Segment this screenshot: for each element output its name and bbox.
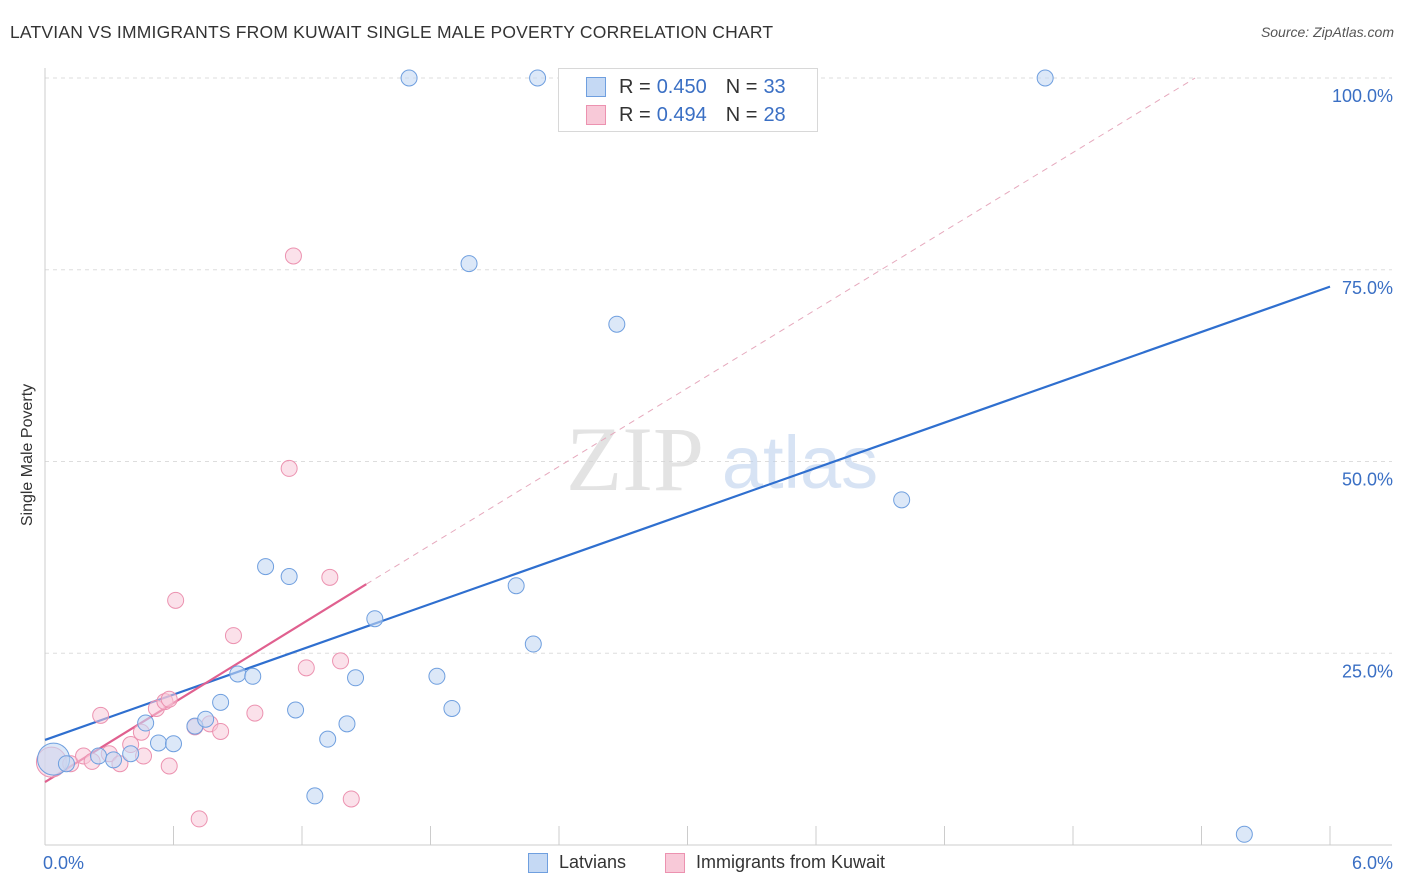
latvian-point	[347, 669, 365, 687]
latvian-point	[428, 667, 446, 685]
latvian-point	[212, 693, 230, 711]
kuwait-point	[224, 627, 242, 645]
y-tick-label: 25.0%	[1342, 661, 1393, 681]
latvian-point	[460, 255, 478, 273]
latvians-trend-line	[44, 285, 1331, 741]
watermark-zip: ZIP	[566, 408, 704, 510]
latvian-point	[229, 665, 247, 683]
y-tick-label: 50.0%	[1342, 470, 1393, 490]
latvian-point	[57, 755, 75, 773]
n-label: N =	[725, 75, 758, 98]
n-value: 28	[763, 103, 786, 126]
r-label: R =	[619, 75, 651, 98]
kuwait-point	[297, 659, 315, 677]
watermark-atlas: atlas	[722, 421, 878, 504]
kuwait-point	[160, 757, 178, 775]
y-tick-label: 75.0%	[1342, 278, 1393, 298]
latvians-legend-swatch	[528, 852, 548, 873]
kuwait-point	[190, 810, 208, 828]
latvian-point	[529, 69, 547, 87]
latvian-point	[1036, 69, 1054, 87]
legend-label: Latvians	[559, 852, 627, 872]
latvian-point	[1235, 825, 1253, 843]
y-axis-title: Single Male Poverty	[19, 383, 36, 527]
tick-labels: 25.0% 50.0% 75.0% 100.0% 0.0% 6.0%	[43, 86, 1393, 873]
latvian-point	[507, 577, 525, 595]
r-label: R =	[619, 103, 651, 126]
data-points	[35, 69, 1253, 843]
latvian-point	[122, 745, 140, 763]
latvian-point	[197, 710, 215, 728]
latvian-point	[137, 714, 155, 732]
kuwait-point	[342, 790, 360, 808]
kuwait-point	[212, 722, 230, 740]
latvian-point	[244, 667, 262, 685]
legend-item-latvians[interactable]: Latvians	[528, 852, 626, 873]
n-label: N =	[725, 103, 758, 126]
legend-item-kuwait[interactable]: Immigrants from Kuwait	[665, 852, 885, 873]
legend-label: Immigrants from Kuwait	[696, 852, 886, 872]
n-value: 33	[763, 75, 786, 98]
latvian-point	[400, 69, 418, 87]
kuwait-trend-extension	[365, 77, 1196, 585]
kuwait-point	[160, 690, 178, 708]
r-value: 0.450	[656, 75, 707, 98]
latvian-point	[443, 699, 461, 717]
x-tick-label-min: 0.0%	[43, 853, 84, 873]
axes	[44, 68, 1392, 846]
latvian-point	[893, 491, 911, 509]
kuwait-swatch	[586, 105, 606, 125]
kuwait-point	[167, 591, 185, 609]
latvian-point	[608, 315, 626, 333]
latvian-point	[319, 730, 337, 748]
kuwait-point	[280, 459, 298, 477]
latvian-point	[257, 558, 275, 576]
latvian-point	[366, 610, 384, 628]
latvian-point	[165, 735, 182, 753]
x-tick-label-max: 6.0%	[1352, 853, 1393, 873]
legend-row-latvians: R = 0.450 N = 33	[559, 73, 786, 101]
kuwait-legend-swatch	[665, 852, 685, 873]
latvian-point	[105, 751, 123, 769]
latvians-swatch	[586, 77, 606, 97]
legend-row-kuwait: R = 0.494 N = 28	[559, 101, 786, 129]
latvian-point	[306, 787, 324, 805]
kuwait-point	[246, 704, 264, 722]
kuwait-point	[332, 652, 350, 670]
latvian-point	[287, 701, 305, 719]
kuwait-point	[92, 706, 110, 724]
latvian-point	[150, 734, 168, 752]
r-value: 0.494	[656, 103, 707, 126]
chart-title: LATVIAN VS IMMIGRANTS FROM KUWAIT SINGLE…	[10, 22, 774, 42]
latvian-point	[280, 568, 298, 586]
source-label: Source: ZipAtlas.com	[1260, 24, 1394, 40]
correlation-legend: R = 0.450 N = 33 R = 0.494 N = 28	[558, 68, 818, 132]
latvian-point	[338, 715, 356, 733]
kuwait-point	[321, 568, 339, 586]
latvian-point	[524, 635, 542, 653]
y-tick-label: 100.0%	[1332, 86, 1393, 106]
kuwait-point	[284, 247, 302, 265]
gridlines	[45, 77, 1392, 654]
latvian-point	[90, 747, 108, 765]
